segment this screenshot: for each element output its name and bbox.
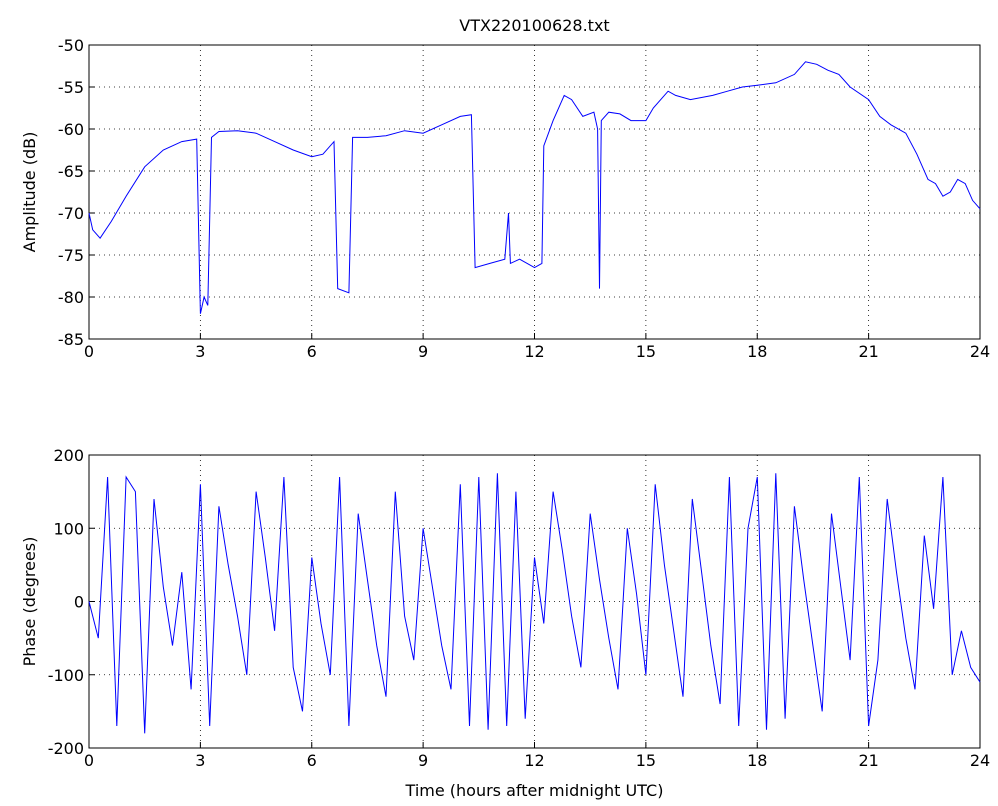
y-tick-label: -100 (48, 666, 84, 685)
y-tick-label: -70 (58, 204, 84, 223)
x-tick-label: 3 (195, 751, 205, 770)
x-tick-label: 21 (858, 342, 878, 361)
y-axis-label: Phase (degrees) (20, 537, 39, 667)
y-tick-label: -60 (58, 120, 84, 139)
y-tick-label: 200 (53, 446, 84, 465)
y-tick-label: -75 (58, 246, 84, 265)
x-tick-label: 12 (524, 751, 544, 770)
y-tick-label: -80 (58, 288, 84, 307)
x-tick-label: 0 (84, 751, 94, 770)
x-tick-label: 9 (418, 342, 428, 361)
x-tick-label: 24 (970, 342, 990, 361)
x-tick-label: 18 (747, 342, 767, 361)
x-tick-label: 24 (970, 751, 990, 770)
y-tick-label: 0 (74, 593, 84, 612)
x-tick-label: 15 (636, 751, 656, 770)
y-tick-label: -200 (48, 739, 84, 758)
x-tick-label: 6 (307, 751, 317, 770)
chart-title: VTX220100628.txt (459, 16, 609, 35)
y-tick-label: -50 (58, 36, 84, 55)
plot-frame (88, 44, 981, 340)
x-tick-label: 18 (747, 751, 767, 770)
data-line (88, 61, 981, 314)
y-tick-label: -65 (58, 162, 84, 181)
y-tick-label: 100 (53, 519, 84, 538)
x-tick-label: 12 (524, 342, 544, 361)
x-tick-label: 0 (84, 342, 94, 361)
x-tick-label: 21 (858, 751, 878, 770)
data-line (88, 473, 981, 734)
x-tick-label: 3 (195, 342, 205, 361)
x-tick-label: 15 (636, 342, 656, 361)
x-axis-label: Time (hours after midnight UTC) (405, 781, 664, 800)
y-tick-label: -85 (58, 330, 84, 349)
x-tick-label: 9 (418, 751, 428, 770)
y-axis-label: Amplitude (dB) (20, 132, 39, 253)
x-tick-label: 6 (307, 342, 317, 361)
y-tick-label: -55 (58, 78, 84, 97)
